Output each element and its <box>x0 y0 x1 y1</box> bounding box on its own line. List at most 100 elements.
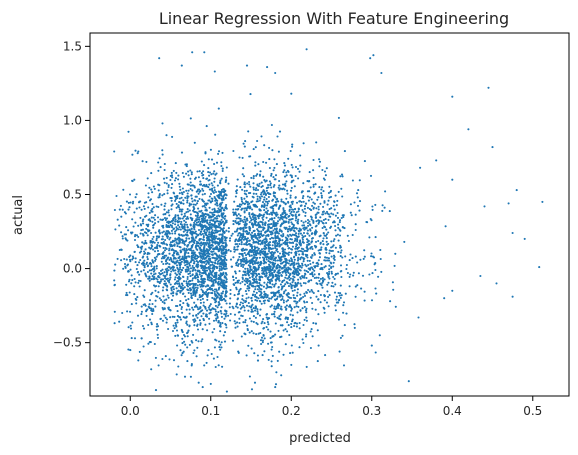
scatter-point <box>157 161 160 164</box>
scatter-point <box>125 200 128 203</box>
scatter-point <box>270 186 273 189</box>
scatter-point <box>310 266 313 269</box>
scatter-point <box>241 274 245 277</box>
scatter-point <box>257 221 260 224</box>
scatter-point <box>309 262 312 266</box>
scatter-point <box>257 217 260 220</box>
scatter-point <box>323 295 326 298</box>
scatter-point <box>265 179 268 182</box>
scatter-point <box>332 285 335 288</box>
scatter-point <box>356 196 359 199</box>
scatter-point <box>283 162 286 165</box>
scatter-point <box>224 197 227 200</box>
scatter-point <box>216 262 219 265</box>
scatter-point <box>217 311 220 314</box>
scatter-point <box>238 270 241 273</box>
scatter-point <box>298 200 301 203</box>
scatter-point <box>269 337 272 340</box>
scatter-point <box>217 340 221 343</box>
scatter-point <box>141 324 145 328</box>
scatter-point <box>295 217 298 220</box>
scatter-point <box>292 270 295 273</box>
scatter-point <box>275 211 278 214</box>
scatter-point <box>216 306 219 309</box>
scatter-point <box>254 316 257 319</box>
scatter-point <box>222 227 225 230</box>
scatter-point <box>268 273 271 276</box>
scatter-point <box>362 257 365 260</box>
scatter-point <box>198 294 201 297</box>
scatter-point <box>327 218 330 221</box>
scatter-point <box>206 234 209 238</box>
scatter-point <box>213 346 216 349</box>
scatter-point <box>237 351 240 354</box>
scatter-point <box>285 304 288 307</box>
scatter-point <box>271 231 274 234</box>
scatter-point <box>281 218 284 221</box>
scatter-point <box>248 331 251 334</box>
scatter-point <box>264 268 268 271</box>
scatter-point <box>208 199 211 202</box>
scatter-point <box>159 218 162 221</box>
scatter-point <box>284 276 287 279</box>
scatter-point <box>249 93 252 96</box>
scatter-point <box>191 277 194 280</box>
scatter-point <box>268 244 271 247</box>
scatter-point <box>279 318 282 321</box>
scatter-point <box>202 280 205 284</box>
scatter-point <box>271 283 274 286</box>
scatter-point <box>164 355 167 358</box>
scatter-point <box>155 235 158 238</box>
scatter-point <box>278 188 281 191</box>
scatter-point <box>165 217 169 220</box>
scatter-point <box>131 278 134 282</box>
scatter-point <box>306 195 309 198</box>
scatter-point <box>131 255 134 258</box>
scatter-point <box>206 295 209 298</box>
scatter-point <box>166 236 169 239</box>
scatter-point <box>202 317 205 320</box>
scatter-point <box>179 300 182 303</box>
scatter-point <box>277 150 280 153</box>
scatter-point <box>164 212 167 215</box>
scatter-point <box>252 177 255 180</box>
scatter-point <box>280 200 283 203</box>
scatter-point <box>298 230 301 233</box>
scatter-point <box>323 170 327 173</box>
scatter-point <box>333 291 337 294</box>
scatter-point <box>181 352 184 355</box>
scatter-point <box>330 266 333 270</box>
scatter-point <box>178 278 181 281</box>
scatter-point <box>219 226 222 229</box>
scatter-point <box>374 268 377 272</box>
scatter-point <box>142 294 145 297</box>
scatter-point <box>260 288 263 291</box>
scatter-point <box>163 314 166 317</box>
scatter-point <box>306 222 310 225</box>
scatter-point <box>196 202 199 205</box>
scatter-point <box>202 312 205 315</box>
scatter-point <box>292 266 295 269</box>
scatter-point <box>275 223 278 226</box>
scatter-point <box>202 277 205 281</box>
scatter-point <box>276 135 279 138</box>
scatter-point <box>263 350 266 353</box>
scatter-point <box>165 176 168 179</box>
scatter-point <box>259 283 262 286</box>
scatter-point <box>252 175 255 178</box>
scatter-point <box>306 259 309 262</box>
scatter-point <box>193 186 196 189</box>
scatter-point <box>174 198 177 201</box>
scatter-point <box>201 268 204 272</box>
scatter-point <box>311 290 314 293</box>
scatter-point <box>328 249 331 252</box>
scatter-point <box>195 257 199 260</box>
scatter-point <box>266 276 269 280</box>
scatter-point <box>241 263 244 266</box>
scatter-point <box>171 294 175 297</box>
scatter-point <box>301 197 304 200</box>
scatter-point <box>205 208 208 211</box>
scatter-point <box>168 263 171 266</box>
scatter-point <box>175 202 178 205</box>
scatter-point <box>267 323 270 326</box>
